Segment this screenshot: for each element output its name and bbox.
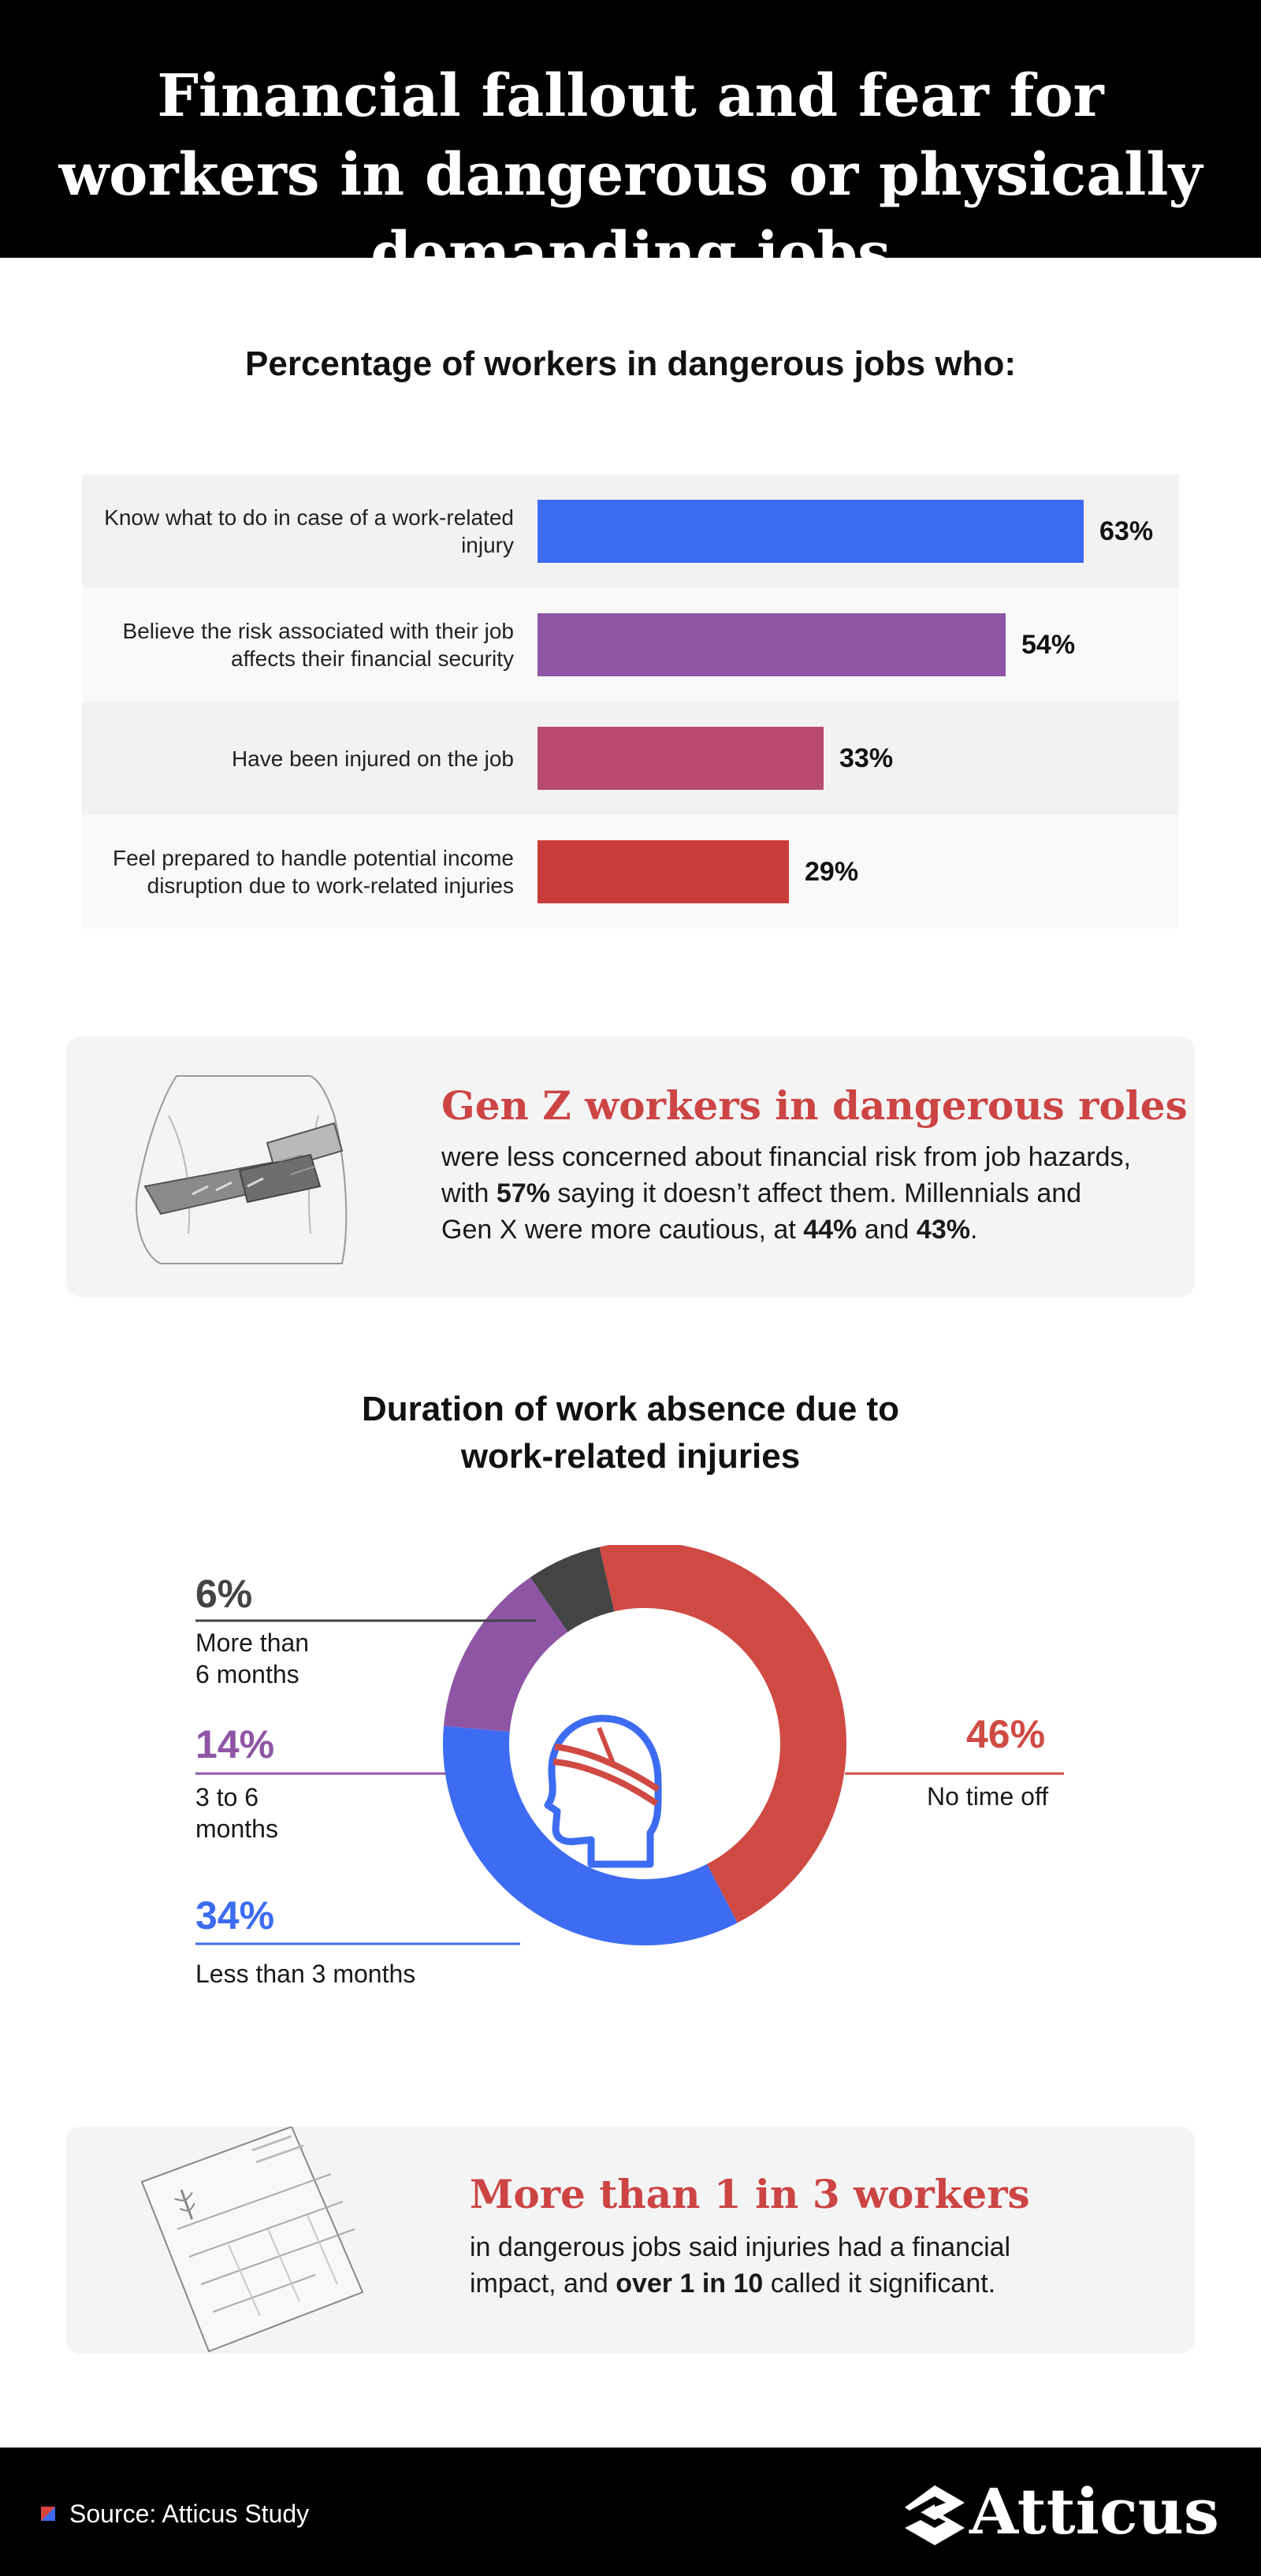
bar-value-label: 54% [1021, 629, 1076, 660]
genz-callout-heading: Gen Z workers in dangerous roles [441, 1082, 1188, 1129]
bar-category-label: Have been injured on the job [231, 746, 514, 771]
donut-chart-title-line1: Duration of work absence due to [361, 1390, 900, 1428]
donut-label-value-no-time-off: 46% [966, 1712, 1046, 1756]
genz-callout-line: were less concerned about financial risk… [441, 1142, 1131, 1172]
donut-label-value-less-than-3-months: 34% [195, 1893, 275, 1938]
header-banner: Financial fallout and fear for workers i… [0, 0, 1261, 288]
page-title: Financial fallout and fear for workers i… [58, 62, 1203, 288]
genx-stat-43: 43% [916, 1215, 970, 1245]
source-text: Source: Atticus Study [69, 2500, 310, 2528]
bar [538, 840, 789, 903]
bar-chart: Know what to do in case of a work-relate… [82, 475, 1179, 929]
bar-value-label: 63% [1099, 516, 1154, 546]
donut-slice-more-than-6-months [530, 1547, 615, 1632]
bar-chart-title: Percentage of workers in dangerous jobs … [245, 344, 1016, 383]
donut-slice-no-time-off [599, 1542, 847, 1923]
impact-callout-heading: More than 1 in 3 workers [470, 2171, 1030, 2217]
impact-callout-line: impact, and over 1 in 10 called it signi… [470, 2269, 996, 2299]
footer: Source: Atticus Study Atticus [0, 2448, 1261, 2576]
bar [538, 613, 1006, 676]
millennial-stat-44: 44% [803, 1215, 857, 1245]
donut-label-text-less-than-3-months: Less than 3 months [195, 1960, 416, 1988]
donut-chart-title-line2: work-related injuries [460, 1437, 801, 1476]
brand-name: Atticus [969, 2474, 1219, 2548]
donut-label-text-no-time-off: No time off [927, 1782, 1049, 1811]
source-bullet-icon [41, 2507, 55, 2521]
genz-callout-body: were less concerned about financial risk… [441, 1139, 1166, 1248]
donut-label-text-3-to-6-months: 3 to 6 months [195, 1783, 278, 1843]
bar [538, 500, 1084, 563]
atticus-logo-icon [905, 2485, 965, 2545]
donut-label-text-more-than-6-months: More than 6 months [195, 1629, 310, 1688]
bar-category-label: Know what to do in case of a work-relate… [104, 505, 514, 557]
bar-row: Know what to do in case of a work-relate… [82, 475, 1179, 588]
brand-logo: Atticus [903, 2476, 1219, 2547]
genz-callout: Gen Z workers in dangerous roles were le… [66, 1037, 1195, 1297]
caduceus-icon [174, 2189, 195, 2220]
bar-row: Have been injured on the job 33% [82, 702, 1179, 815]
bar [538, 727, 824, 790]
bar-row: Believe the risk associated with their j… [82, 588, 1179, 702]
donut-label-value-more-than-6-months: 6% [195, 1572, 253, 1616]
impact-callout-line: in dangerous jobs said injuries had a fi… [470, 2232, 1011, 2262]
donut-slice-3-to-6-months [443, 1577, 568, 1732]
bandaged-head-icon [544, 1714, 662, 1868]
genz-stat-57: 57% [496, 1178, 550, 1208]
impact-stat-1-in-10: over 1 in 10 [616, 2269, 764, 2299]
donut-label-value-3-to-6-months: 14% [195, 1722, 275, 1766]
bar-value-label: 29% [805, 856, 859, 887]
bar-category-label: Feel prepared to handle potential income… [112, 846, 514, 898]
injured-arm-cast-illustration [136, 1075, 348, 1264]
genz-callout-line: Gen X were more cautious, at 44% and 43%… [441, 1215, 978, 1245]
bar-row: Feel prepared to handle potential income… [82, 815, 1179, 929]
bar-category-label: Believe the risk associated with their j… [122, 619, 514, 671]
genz-callout-line: with 57% saying it doesn’t affect them. … [441, 1178, 1082, 1208]
donut-slice-less-than-3-months [443, 1725, 738, 1945]
donut-chart [195, 1542, 1064, 1945]
impact-callout: More than 1 in 3 workers in dangerous jo… [66, 2127, 1195, 2354]
bar-value-label: 33% [839, 743, 894, 773]
donut-chart-area: 6% More than 6 months 14% 3 to 6 months … [0, 1542, 1261, 2065]
medical-bill-illustration [140, 2127, 364, 2353]
impact-callout-body: in dangerous jobs said injuries had a fi… [470, 2229, 1148, 2302]
